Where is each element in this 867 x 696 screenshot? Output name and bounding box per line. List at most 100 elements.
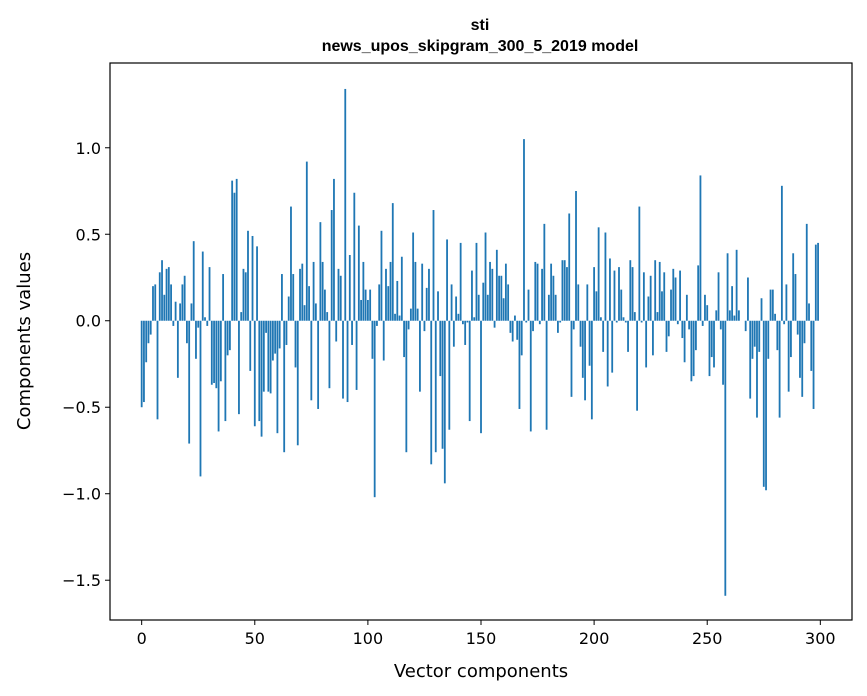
bar — [606, 320, 609, 387]
bar — [593, 267, 596, 321]
bar — [466, 320, 469, 323]
bar — [353, 192, 356, 321]
bar — [292, 274, 295, 321]
bars-group — [140, 88, 819, 596]
bar — [174, 301, 177, 321]
bar — [618, 267, 620, 321]
bar — [190, 303, 193, 321]
bar — [197, 320, 200, 328]
bar — [446, 239, 448, 321]
bar — [303, 305, 306, 321]
bar — [654, 260, 657, 321]
bar — [430, 320, 433, 465]
bar — [674, 277, 677, 321]
bar — [715, 310, 718, 321]
bar — [484, 232, 487, 321]
bar — [271, 320, 274, 361]
bar — [369, 289, 372, 321]
bar — [208, 267, 211, 321]
bar — [633, 312, 636, 321]
x-tick-label: 150 — [466, 629, 497, 648]
bar — [785, 284, 788, 321]
bar — [602, 320, 605, 352]
bar — [364, 289, 367, 321]
bar — [423, 320, 426, 332]
bar — [163, 294, 166, 321]
bar — [805, 223, 808, 321]
bar — [376, 320, 378, 326]
bar — [728, 310, 731, 321]
bar — [344, 88, 347, 321]
bar — [749, 320, 752, 399]
bar — [224, 320, 227, 422]
bar — [256, 246, 258, 321]
bar — [695, 320, 697, 351]
bar — [724, 320, 727, 596]
bar — [547, 294, 550, 321]
bar — [778, 320, 781, 418]
bar — [803, 320, 806, 344]
bar — [649, 275, 652, 321]
bar — [321, 261, 324, 321]
bar — [265, 320, 267, 333]
bar — [645, 320, 648, 368]
bar — [382, 320, 385, 361]
bar — [346, 320, 349, 403]
bar — [769, 289, 772, 321]
x-tick-label: 200 — [579, 629, 610, 648]
bar — [570, 320, 573, 397]
bar — [140, 320, 143, 408]
bar — [419, 320, 421, 392]
bar — [611, 320, 614, 373]
bar — [145, 320, 148, 363]
bar — [156, 320, 159, 420]
bar — [726, 253, 729, 321]
bar — [437, 291, 439, 321]
bar — [285, 320, 288, 345]
bar — [475, 242, 478, 321]
bar — [780, 185, 783, 321]
bar — [486, 294, 489, 321]
bar — [489, 261, 491, 321]
bar — [455, 296, 458, 321]
bar — [143, 320, 145, 403]
bar — [400, 256, 403, 321]
bar — [459, 242, 462, 321]
bar — [188, 320, 191, 444]
y-tick-label: 0.0 — [76, 312, 101, 331]
bar — [233, 192, 236, 321]
bar — [330, 210, 333, 321]
bar — [493, 320, 496, 328]
bar — [498, 275, 500, 321]
chart-subtitle: news_upos_skipgram_300_5_2019 model — [322, 38, 639, 55]
bar — [613, 270, 616, 321]
bar — [744, 320, 747, 332]
bar — [215, 320, 218, 389]
bar — [624, 320, 627, 323]
bar — [636, 320, 638, 411]
bar — [181, 284, 184, 321]
bar — [550, 263, 553, 321]
x-tick-label: 0 — [137, 629, 147, 648]
bar — [276, 320, 279, 434]
bar — [801, 320, 804, 397]
bar — [685, 294, 688, 321]
bar — [722, 320, 724, 385]
bar — [679, 270, 681, 321]
x-tick-label: 250 — [692, 629, 723, 648]
bar — [308, 286, 310, 321]
bar — [717, 272, 720, 321]
bar — [366, 299, 369, 321]
bar — [796, 320, 799, 335]
bar — [385, 268, 387, 321]
bar — [599, 317, 602, 321]
bar — [314, 303, 317, 321]
bar — [699, 175, 702, 321]
bar — [751, 320, 754, 359]
bar — [389, 261, 392, 321]
bar — [737, 310, 740, 321]
y-tick-label: 1.0 — [76, 139, 101, 158]
y-tick-label: −1.5 — [62, 571, 101, 590]
bar — [457, 313, 460, 321]
bar — [462, 320, 464, 325]
